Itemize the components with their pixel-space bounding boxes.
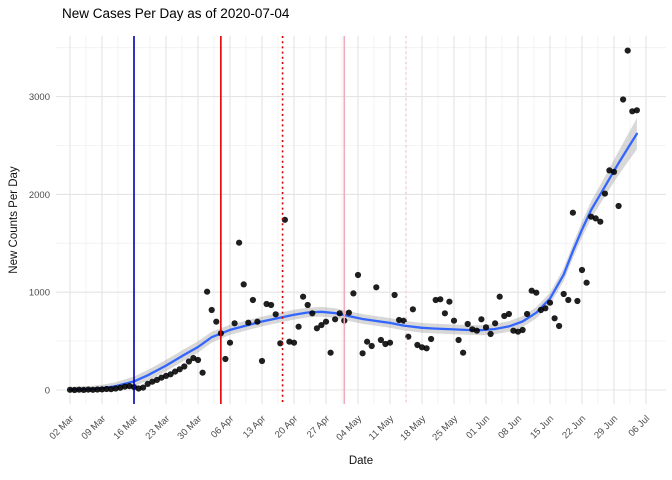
- svg-text:29 Jun: 29 Jun: [592, 413, 620, 441]
- smooth-line: [68, 132, 639, 391]
- svg-text:2000: 2000: [29, 190, 50, 201]
- x-axis-tick-labels: 02 Mar 09 Mar 16 Mar 23 Mar 30 Mar 06 Apr 13 A…: [47, 413, 652, 443]
- y-axis-tick-labels: 0 1000 2000 3000: [29, 92, 50, 396]
- svg-text:15 Jun: 15 Jun: [528, 413, 556, 441]
- svg-text:06 Jul: 06 Jul: [626, 413, 652, 439]
- svg-text:02 Mar: 02 Mar: [47, 413, 76, 442]
- gridlines: [56, 36, 666, 404]
- svg-text:08 Jun: 08 Jun: [496, 413, 524, 441]
- svg-text:13 Apr: 13 Apr: [241, 413, 268, 440]
- confidence-ribbon: [70, 118, 637, 393]
- svg-text:3000: 3000: [29, 92, 50, 103]
- event-vlines: [133, 36, 407, 404]
- svg-text:16 Mar: 16 Mar: [111, 413, 140, 442]
- svg-text:01 Jun: 01 Jun: [464, 413, 492, 441]
- svg-text:25 May: 25 May: [430, 413, 460, 443]
- x-axis-title: Date: [349, 455, 373, 467]
- svg-text:22 Jun: 22 Jun: [560, 413, 588, 441]
- chart-title: New Cases Per Day as of 2020-07-04: [62, 6, 290, 21]
- svg-text:1000: 1000: [29, 288, 50, 299]
- y-axis-title: New Counts Per Day: [8, 166, 20, 274]
- svg-text:23 Mar: 23 Mar: [143, 413, 172, 442]
- svg-text:0: 0: [45, 386, 50, 397]
- svg-text:27 Apr: 27 Apr: [305, 413, 332, 440]
- scatter-points: [66, 47, 641, 394]
- svg-text:11 May: 11 May: [367, 413, 396, 442]
- svg-text:20 Apr: 20 Apr: [273, 413, 300, 440]
- svg-text:06 Apr: 06 Apr: [209, 413, 236, 440]
- svg-text:18 May: 18 May: [398, 413, 428, 443]
- svg-text:09 Mar: 09 Mar: [79, 413, 108, 442]
- svg-text:04 May: 04 May: [334, 413, 364, 443]
- svg-text:30 Mar: 30 Mar: [175, 413, 204, 442]
